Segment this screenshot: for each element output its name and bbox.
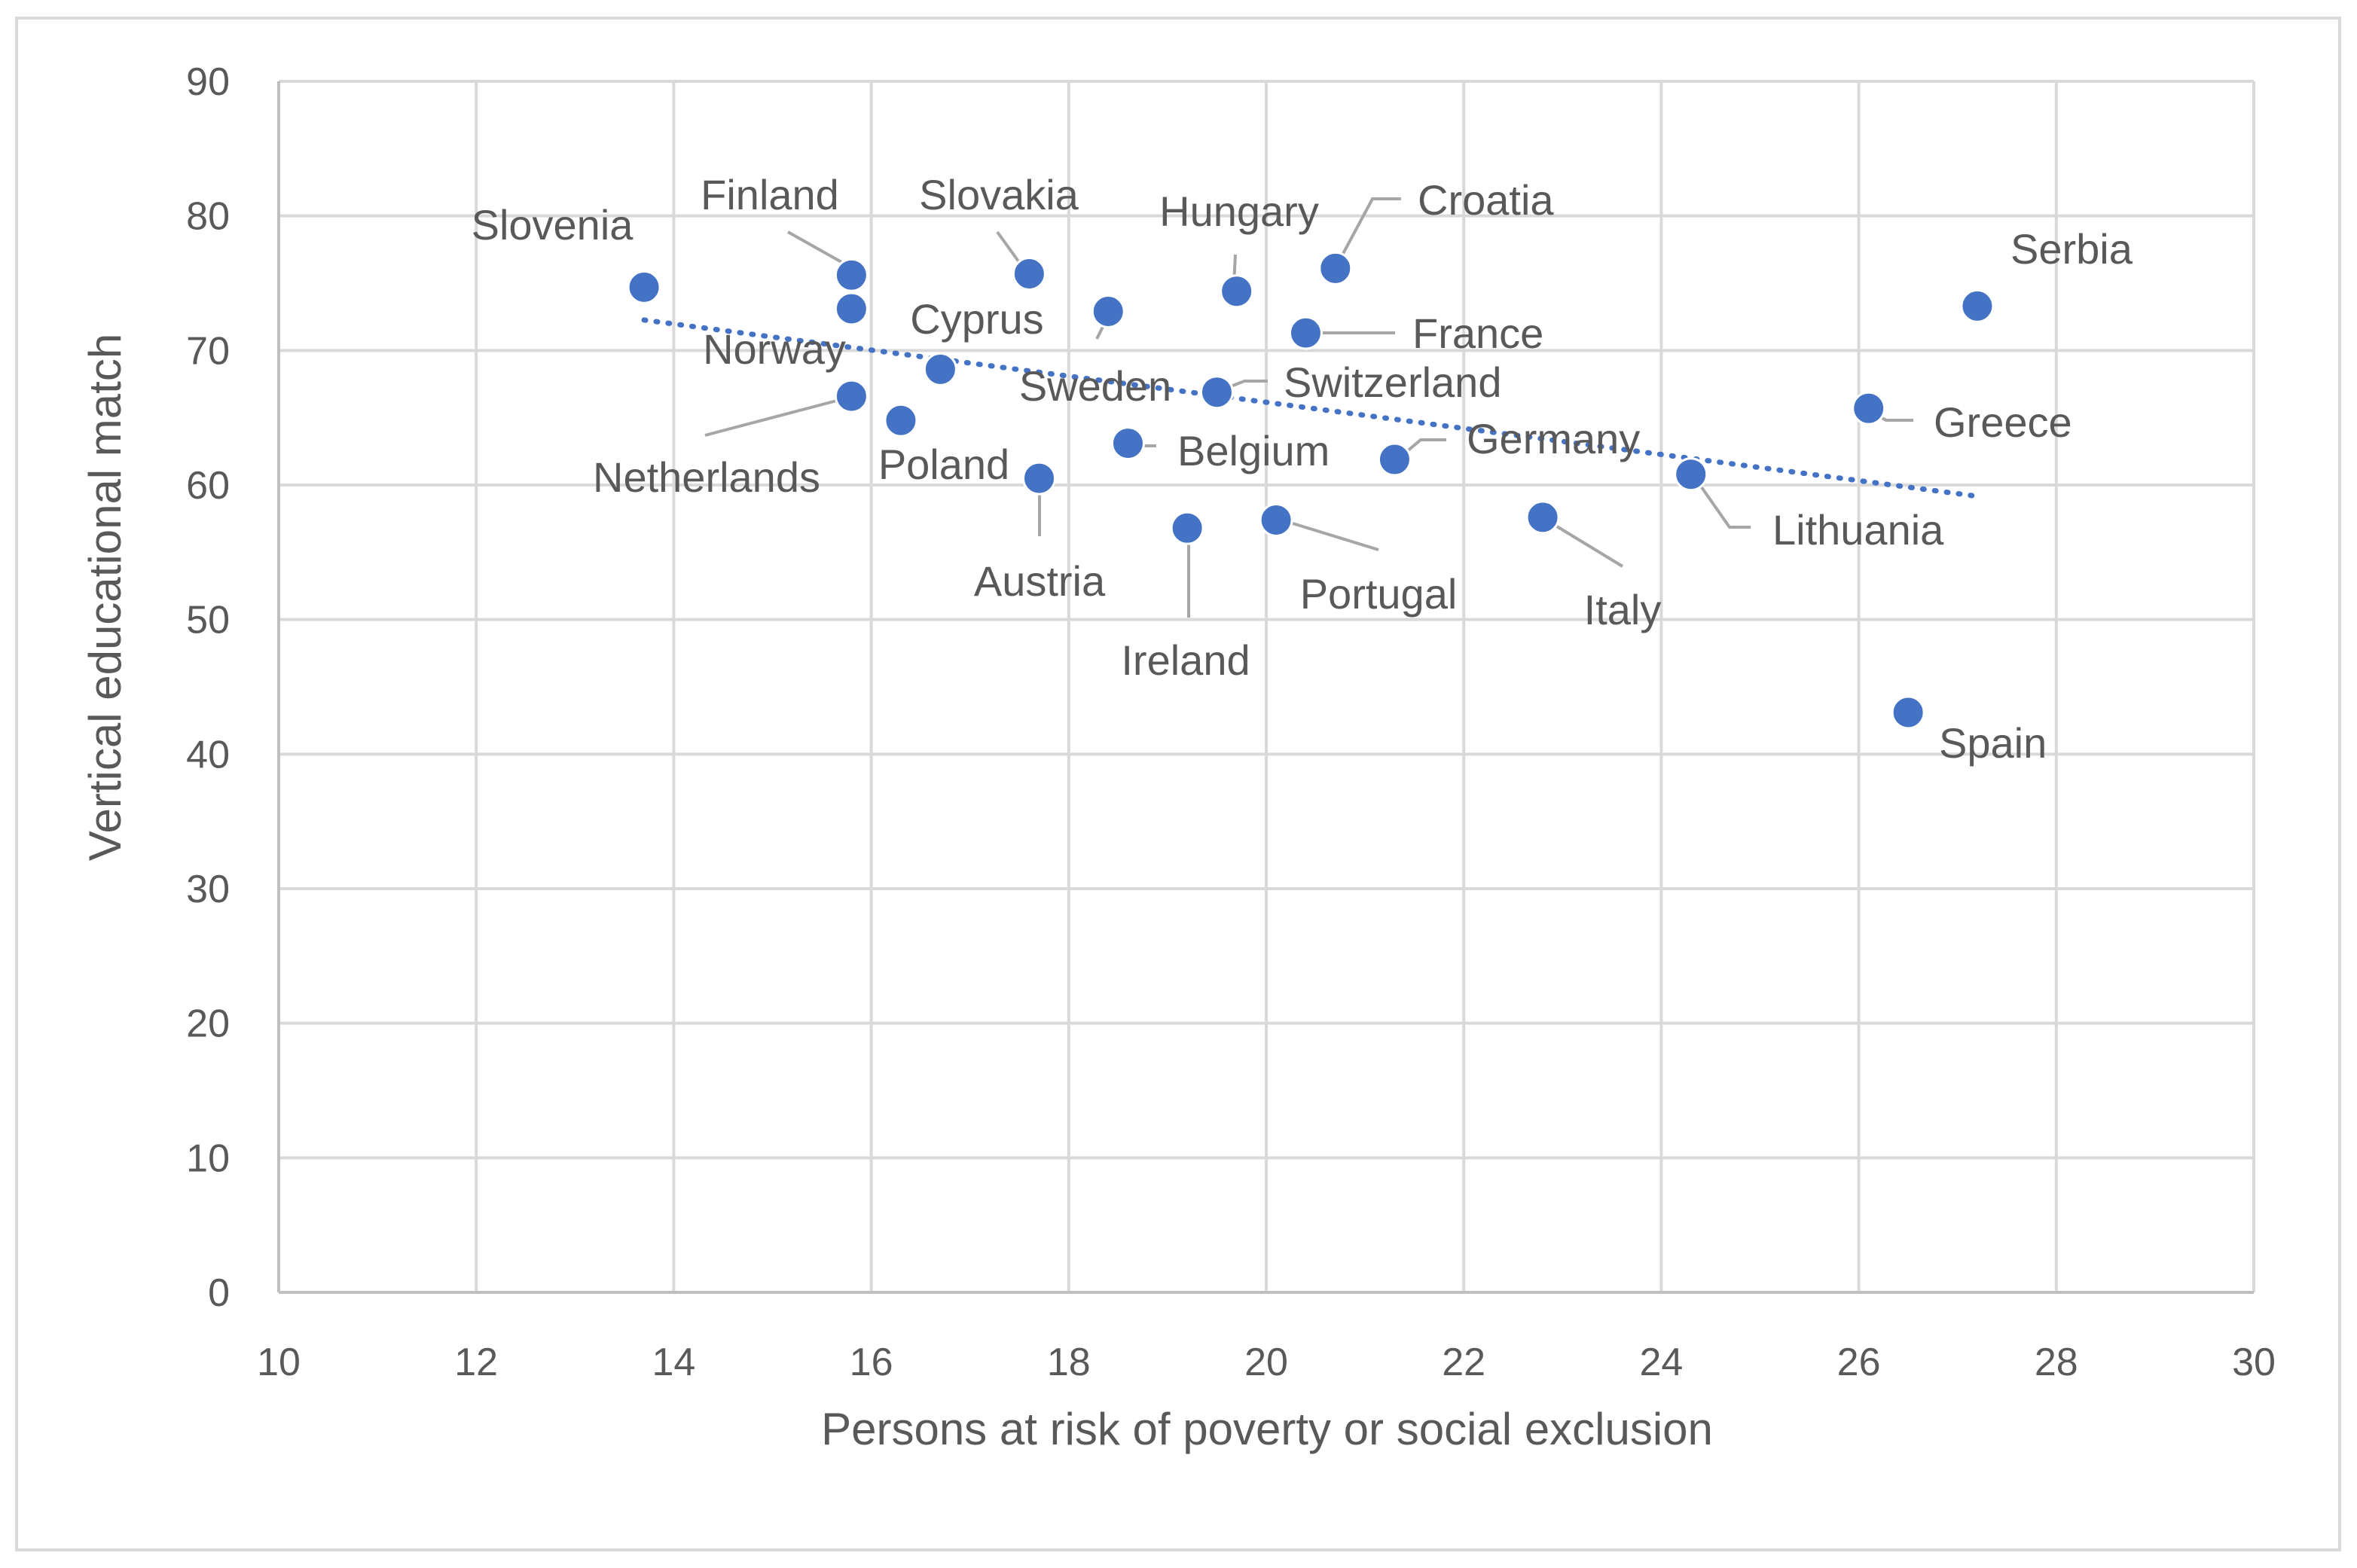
label-belgium: Belgium [1177,427,1330,474]
point-slovakia [1012,256,1046,291]
point-netherlands [834,379,869,413]
label-netherlands: Netherlands [593,453,820,501]
point-sweden [1091,294,1125,329]
x-tick-label: 22 [1442,1341,1485,1384]
x-tick-label: 24 [1639,1341,1683,1384]
chart-frame [15,17,2341,1551]
y-tick-label: 40 [186,733,230,776]
label-germany: Germany [1467,415,1640,462]
x-tick-label: 10 [257,1341,301,1384]
label-leaders [704,197,1913,618]
x-tick-label: 16 [850,1341,893,1384]
label-lithuania: Lithuania [1772,506,1944,554]
label-sweden: Sweden [1019,362,1171,410]
y-tick-label: 70 [186,329,230,373]
y-tick-label: 60 [186,464,230,508]
point-greece [1852,391,1886,426]
label-finland: Finland [701,171,839,218]
label-italy: Italy [1584,586,1662,633]
label-slovenia: Slovenia [472,201,634,249]
point-norway [834,291,869,326]
y-tick-label: 10 [186,1136,230,1180]
label-switzerland: Switzerland [1284,358,1501,406]
point-finland [834,258,869,292]
point-labels: Slovenia Finland Norway Netherlands Poland Cy… [472,171,2133,767]
x-tick-label: 26 [1837,1341,1881,1384]
y-tick-label: 0 [208,1271,230,1315]
point-ireland [1170,511,1204,545]
label-norway: Norway [703,325,846,373]
x-axis-title: Persons at risk of poverty or social exc… [821,1404,1713,1454]
point-switzerland [1199,375,1234,410]
axes: 10 12 14 16 18 20 22 24 26 28 30 0 10 20 30 40 50 60 70 80 9… [186,60,2276,1384]
point-france [1288,316,1323,350]
leader-line-lithuania [1696,480,1751,529]
point-serbia [1960,288,1995,323]
trendline [641,317,1980,499]
point-croatia [1318,251,1353,285]
label-greece: Greece [1934,398,2072,446]
leader-line-croatia [1338,197,1401,261]
leader-line-netherlands [704,396,849,437]
label-poland: Poland [878,441,1009,488]
trendline-group [641,317,1980,499]
x-tick-label: 14 [652,1341,695,1384]
label-slovakia: Slovakia [919,171,1079,218]
x-tick-label: 28 [2035,1341,2078,1384]
point-spain [1891,695,1925,730]
point-germany [1377,442,1412,477]
x-tick-label: 18 [1047,1341,1091,1384]
data-points [627,251,1995,730]
x-tick-label: 12 [454,1341,498,1384]
x-tick-label: 20 [1244,1341,1288,1384]
point-italy [1525,500,1560,535]
gridlines [279,80,2255,1292]
y-tick-label: 20 [186,1002,230,1046]
point-poland [884,403,918,438]
leader-line-portugal [1280,518,1379,551]
leader-line-italy [1544,518,1624,568]
y-axis-title: Vertical educational match [80,334,130,861]
point-austria [1021,461,1056,496]
label-france: France [1412,310,1543,357]
y-tick-label: 80 [186,195,230,239]
point-portugal [1259,502,1293,537]
label-cyprus: Cyprus [910,295,1043,343]
y-tick-label: 50 [186,599,230,642]
label-austria: Austria [974,557,1106,605]
label-ireland: Ireland [1121,636,1250,684]
label-croatia: Croatia [1418,176,1554,224]
label-serbia: Serbia [2010,225,2133,273]
point-lithuania [1674,457,1708,492]
point-hungary [1220,274,1254,309]
x-tick-label: 30 [2232,1341,2276,1384]
point-cyprus [923,352,957,386]
point-slovenia [627,270,661,304]
label-spain: Spain [1939,719,2047,767]
label-portugal: Portugal [1300,570,1458,618]
y-tick-label: 30 [186,868,230,911]
label-hungary: Hungary [1159,188,1319,235]
y-tick-label: 90 [186,60,230,104]
point-belgium [1110,426,1145,461]
